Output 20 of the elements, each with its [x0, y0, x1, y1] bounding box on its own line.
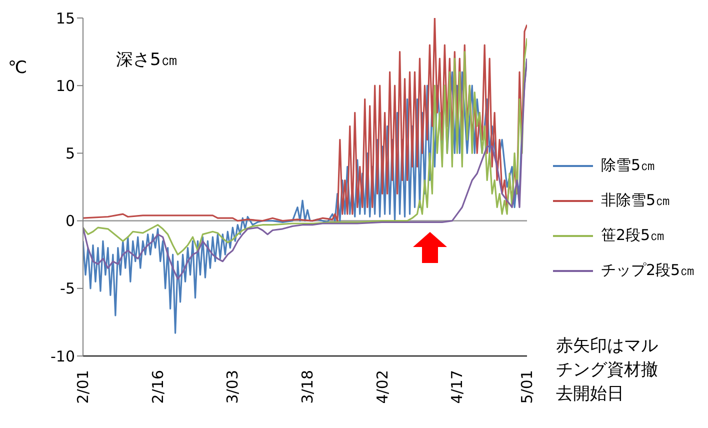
- x-tick-label: 3/03: [224, 370, 242, 404]
- y-tick-label: 10: [56, 76, 75, 95]
- y-tick-label: 5: [65, 144, 75, 163]
- legend-label: 非除雪5㎝: [601, 191, 671, 210]
- legend-label: チップ2段5㎝: [601, 261, 696, 280]
- x-tick-label: 3/18: [298, 370, 316, 404]
- x-tick-label: 4/02: [373, 370, 392, 404]
- x-tick-label: 5/01: [518, 370, 536, 404]
- x-tick-label: 4/17: [448, 370, 466, 404]
- y-tick-label: 0: [65, 212, 75, 230]
- text: 赤矢印はマルチング資材撤去開始日: [556, 335, 659, 406]
- y-tick-label: -10: [50, 347, 75, 366]
- y-tick-label: 15: [56, 9, 75, 28]
- annotation: 深さ5㎝: [116, 49, 178, 71]
- legend-label: 笹2段5㎝: [601, 226, 666, 245]
- y-tick-label: -5: [60, 280, 75, 298]
- legend-label: 除雪5㎝: [601, 156, 656, 175]
- x-tick-label: 2/01: [74, 370, 92, 404]
- x-tick-label: 2/16: [148, 370, 167, 404]
- y-axis-title: ℃: [8, 58, 28, 78]
